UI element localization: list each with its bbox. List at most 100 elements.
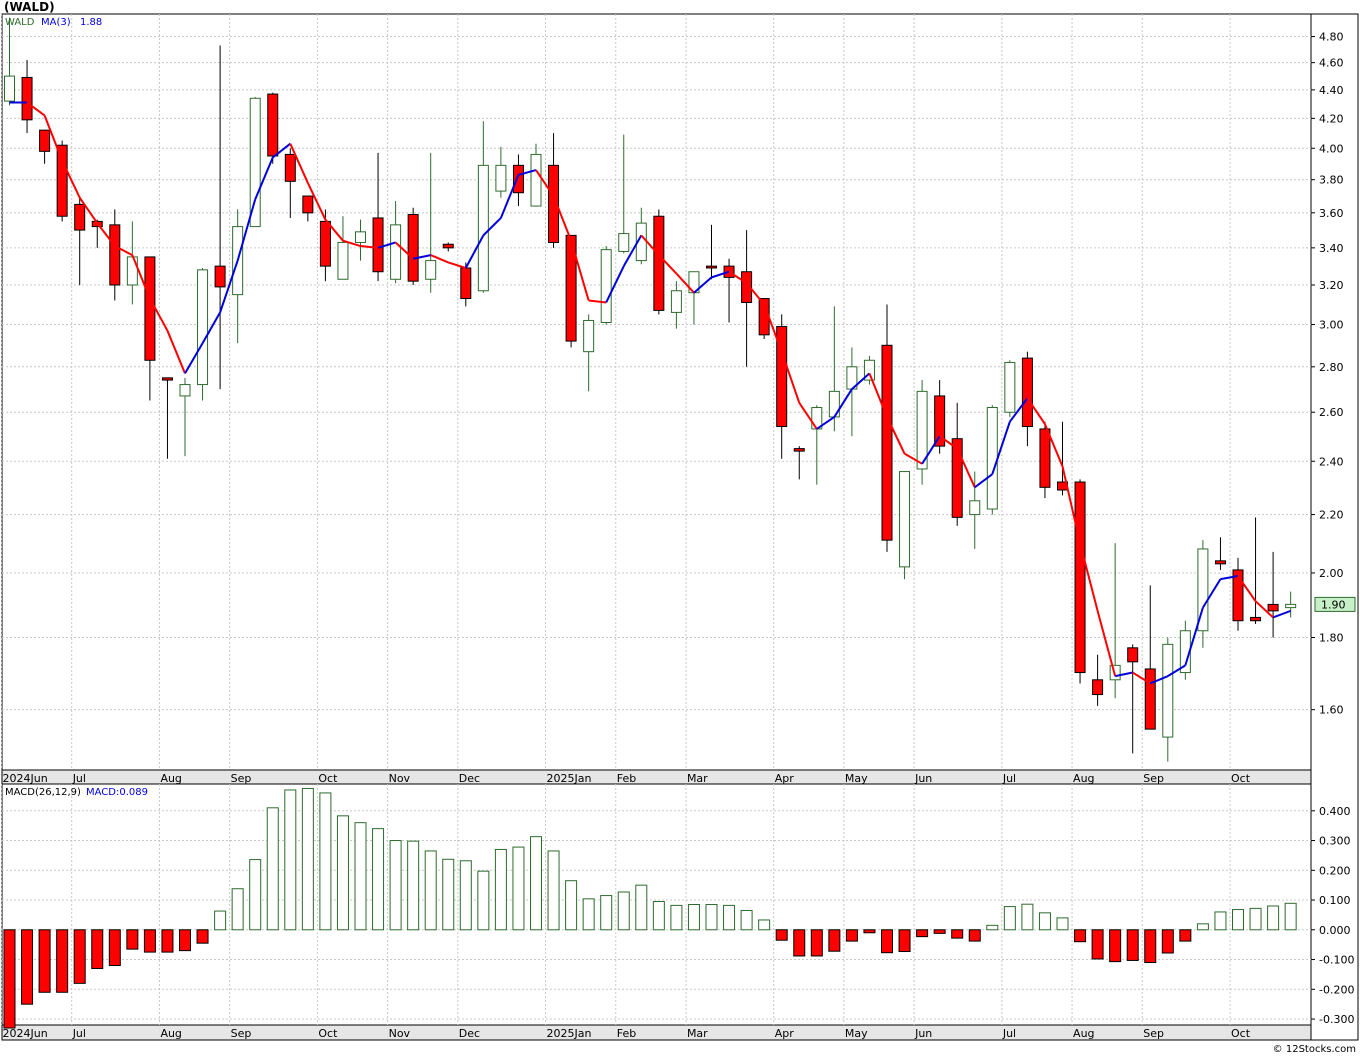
price-y-tick-label: 3.00 (1319, 319, 1344, 332)
candle (793, 446, 805, 480)
ma3-segment (412, 254, 431, 260)
candle-body-up (1004, 361, 1016, 413)
candle (372, 152, 384, 282)
price-x-tick-label: Oct (318, 772, 338, 785)
candle (442, 242, 454, 252)
macd-y-tick-label: 0.200 (1319, 864, 1351, 877)
candle-body-down (442, 243, 454, 249)
ma3-segment (482, 217, 502, 237)
candle-body-up (197, 269, 209, 386)
macd-x-tick-label: 2025Jan (547, 1027, 592, 1040)
macd-legend-label: MACD(26,12,9) (5, 787, 81, 798)
candle-body-up (618, 233, 630, 252)
candle-body-up (477, 164, 489, 292)
macd-bar-negative (38, 929, 51, 993)
price-x-tick-label: Nov (389, 772, 411, 785)
ma3-segment (499, 174, 520, 219)
candle-body-up (530, 153, 542, 207)
candle-body-up (425, 260, 437, 280)
price-legend-ma-label: MA(3) (41, 17, 71, 28)
macd-bar-positive (477, 870, 490, 931)
price-x-tick-label: 2024Jun (3, 772, 48, 785)
candle-body-up (337, 241, 349, 280)
chart-title: (WALD) (4, 0, 55, 14)
candle (934, 380, 946, 454)
candle-body-down (284, 153, 296, 182)
candle-body-up (811, 407, 823, 430)
ma3-segment (991, 421, 1011, 475)
macd-bar-negative (21, 929, 34, 1005)
candle (39, 129, 51, 164)
candle (179, 377, 191, 457)
ma3-segment (1061, 466, 1082, 544)
candle-body-down (565, 234, 577, 342)
macd-bar-positive (284, 789, 297, 931)
candle-body-down (302, 195, 314, 214)
candle (109, 209, 121, 301)
macd-bar-positive (740, 909, 753, 931)
ma3-segment (974, 473, 993, 489)
ma3-segment (1096, 610, 1117, 677)
candle-body-down (653, 215, 665, 311)
ma3-segment (1079, 542, 1099, 612)
candle-body-down (319, 220, 331, 267)
candle-body-down (1232, 569, 1244, 622)
candle-body-down (1074, 481, 1086, 674)
candle-body-down (74, 203, 86, 231)
ma3-segment (219, 260, 239, 313)
macd-x-tick-label: Aug (160, 1027, 181, 1040)
ma3-segment (1272, 609, 1291, 619)
candle (249, 96, 261, 228)
candle (495, 146, 507, 198)
ma3-segment (780, 351, 801, 404)
price-y-tick-label: 2.00 (1319, 567, 1344, 580)
macd-bar-positive (494, 848, 507, 931)
macd-bar-negative (161, 929, 174, 953)
ma3-segment (236, 199, 257, 261)
candle-body-down (1214, 560, 1226, 565)
candle (197, 267, 209, 401)
candle (21, 59, 33, 134)
price-x-tick-label: Jul (1002, 772, 1016, 785)
candle-body-down (460, 267, 472, 300)
candle (881, 304, 893, 552)
candle-body-up (986, 407, 998, 510)
macd-bar-negative (1179, 929, 1192, 942)
macd-x-tick-label: May (845, 1027, 868, 1040)
candle-body-down (1039, 428, 1051, 488)
candle (1039, 421, 1051, 499)
ma3-segment (868, 373, 888, 418)
price-y-tick-label: 3.20 (1319, 279, 1344, 292)
candle (1162, 637, 1174, 762)
macd-bar-positive (407, 840, 420, 931)
macd-bar-positive (758, 919, 771, 931)
ma3-segment (184, 342, 204, 374)
macd-y-tick-label: -0.300 (1319, 1013, 1354, 1026)
ma3-segment (1132, 671, 1151, 685)
candle-body-down (144, 256, 156, 361)
macd-bar-negative (968, 929, 981, 942)
price-y-tick-label: 4.00 (1319, 142, 1344, 155)
macd-bar-negative (810, 929, 823, 957)
price-x-tick-label: Sep (231, 772, 252, 785)
macd-bar-positive (582, 898, 595, 931)
ma3-segment (342, 239, 361, 247)
candle-body-up (495, 164, 507, 192)
macd-bar-positive (565, 880, 578, 931)
candle (390, 201, 402, 284)
candle (1144, 585, 1156, 730)
candle (741, 230, 753, 367)
candle-body-down (951, 438, 963, 518)
candle (1074, 479, 1086, 684)
macd-bar-positive (723, 904, 736, 931)
candle (986, 405, 998, 515)
macd-bar-negative (1074, 929, 1087, 943)
ma3-segment (289, 143, 309, 184)
ma3-segment (588, 299, 607, 304)
candle-body-down (1021, 357, 1033, 428)
macd-bar-negative (1109, 929, 1122, 963)
price-legend-symbol: WALD (5, 17, 35, 28)
macd-bar-positive (266, 807, 279, 931)
candle (512, 154, 524, 207)
macd-bar-negative (951, 929, 964, 939)
